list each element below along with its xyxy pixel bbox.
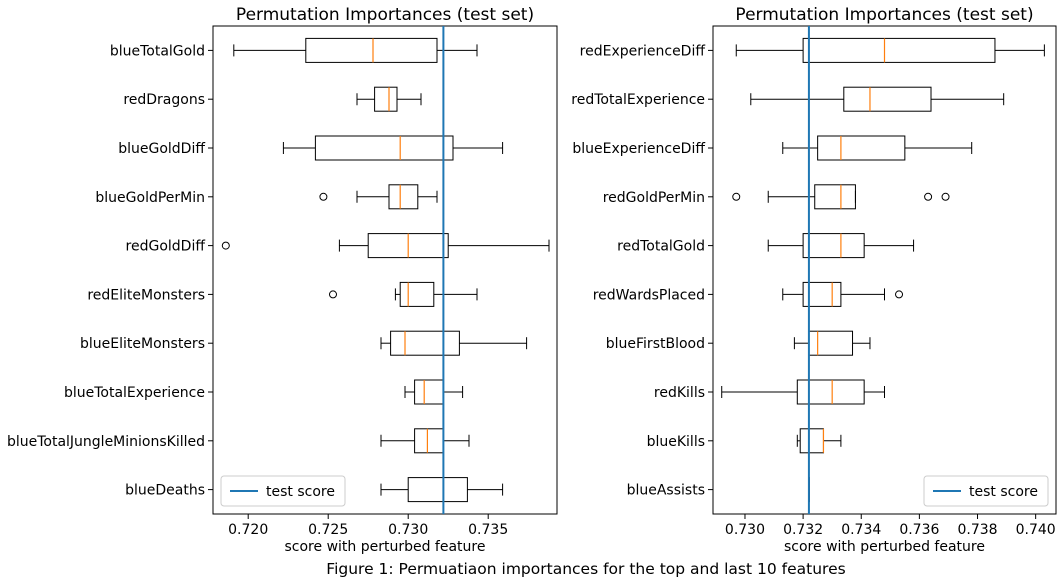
box-blueGoldPerMin xyxy=(388,184,419,210)
legend-box xyxy=(923,475,1049,507)
box-redTotalGold xyxy=(802,233,865,259)
legend-label: test score xyxy=(266,484,335,500)
outlier-point xyxy=(732,192,741,201)
x-tick-label: 0.734 xyxy=(841,522,881,538)
box-redKills xyxy=(796,379,865,405)
x-tick-label: 0.736 xyxy=(899,522,939,538)
y-tick-label-redDragons: redDragons xyxy=(123,92,205,108)
box-redGoldPerMin xyxy=(814,184,856,210)
box-redExperienceDiff xyxy=(802,37,996,63)
y-tick-label-blueTotalJungleMinionsKilled: blueTotalJungleMinionsKilled xyxy=(7,434,205,450)
box-blueExperienceDiff xyxy=(817,135,906,161)
box-blueDeaths xyxy=(407,477,468,503)
outlier-point xyxy=(329,290,337,299)
y-tick-label-blueEliteMonsters: blueEliteMonsters xyxy=(80,336,205,352)
x-tick-label: 0.720 xyxy=(228,522,268,538)
x-tick-label: 0.732 xyxy=(783,522,823,538)
box-redEliteMonsters xyxy=(399,281,435,307)
x-tick-label: 0.725 xyxy=(308,522,348,538)
y-tick-label-blueTotalExperience: blueTotalExperience xyxy=(64,385,205,401)
x-tick-label: 0.735 xyxy=(468,522,508,538)
plot-frame xyxy=(212,25,558,515)
y-tick-label-redKills: redKills xyxy=(654,385,705,401)
legend-box xyxy=(220,475,346,507)
outlier-point xyxy=(319,192,328,201)
right-boxplot-panel: Permutation Importances (test set) 0.730 0… xyxy=(571,5,1057,555)
x-tick-label: 0.730 xyxy=(388,522,428,538)
y-tick-label-redGoldDiff: redGoldDiff xyxy=(126,239,206,255)
box-redDragons xyxy=(374,86,398,112)
outlier-point xyxy=(941,192,950,201)
box-redWardsPlaced xyxy=(802,281,842,307)
figure-caption: Figure 1: Permuatiaon importances for th… xyxy=(326,560,845,578)
y-tick-label-redEliteMonsters: redEliteMonsters xyxy=(87,287,205,303)
y-tick-label-redWardsPlaced: redWardsPlaced xyxy=(593,287,705,303)
y-tick-label-redTotalExperience: redTotalExperience xyxy=(571,92,705,108)
legend-label: test score xyxy=(969,484,1038,500)
left-boxplot-panel: Permutation Importances (test set) 0.720 0… xyxy=(7,5,558,555)
y-tick-label-blueAssists: blueAssists xyxy=(627,483,705,499)
x-tick-label: 0.738 xyxy=(957,522,997,538)
y-tick-label-blueDeaths: blueDeaths xyxy=(125,483,205,499)
box-redTotalExperience xyxy=(843,86,932,112)
chart-title: Permutation Importances (test set) xyxy=(735,5,1033,25)
y-tick-label-blueKills: blueKills xyxy=(647,434,705,450)
y-tick-label-blueGoldDiff: blueGoldDiff xyxy=(118,141,205,157)
y-tick-label-blueGoldPerMin: blueGoldPerMin xyxy=(95,190,205,206)
plot-frame xyxy=(712,25,1057,515)
outlier-point xyxy=(221,241,230,250)
x-axis-label: score with perturbed feature xyxy=(784,539,985,555)
outlier-point xyxy=(895,290,904,299)
box-blueEliteMonsters xyxy=(390,330,460,356)
chart-title: Permutation Importances (test set) xyxy=(236,5,534,25)
y-tick-label-blueFirstBlood: blueFirstBlood xyxy=(606,336,705,352)
y-tick-label-redTotalGold: redTotalGold xyxy=(617,239,705,255)
box-blueTotalGold xyxy=(305,37,438,63)
y-tick-label-redGoldPerMin: redGoldPerMin xyxy=(603,190,705,206)
y-tick-label-blueExperienceDiff: blueExperienceDiff xyxy=(572,141,705,157)
y-tick-label-redExperienceDiff: redExperienceDiff xyxy=(580,43,706,59)
y-tick-label-blueTotalGold: blueTotalGold xyxy=(110,43,205,59)
x-tick-label: 0.730 xyxy=(725,522,765,538)
x-tick-label: 0.740 xyxy=(1016,522,1056,538)
box-blueGoldDiff xyxy=(314,135,454,161)
x-axis-label: score with perturbed feature xyxy=(285,539,486,555)
outlier-point xyxy=(924,192,933,201)
